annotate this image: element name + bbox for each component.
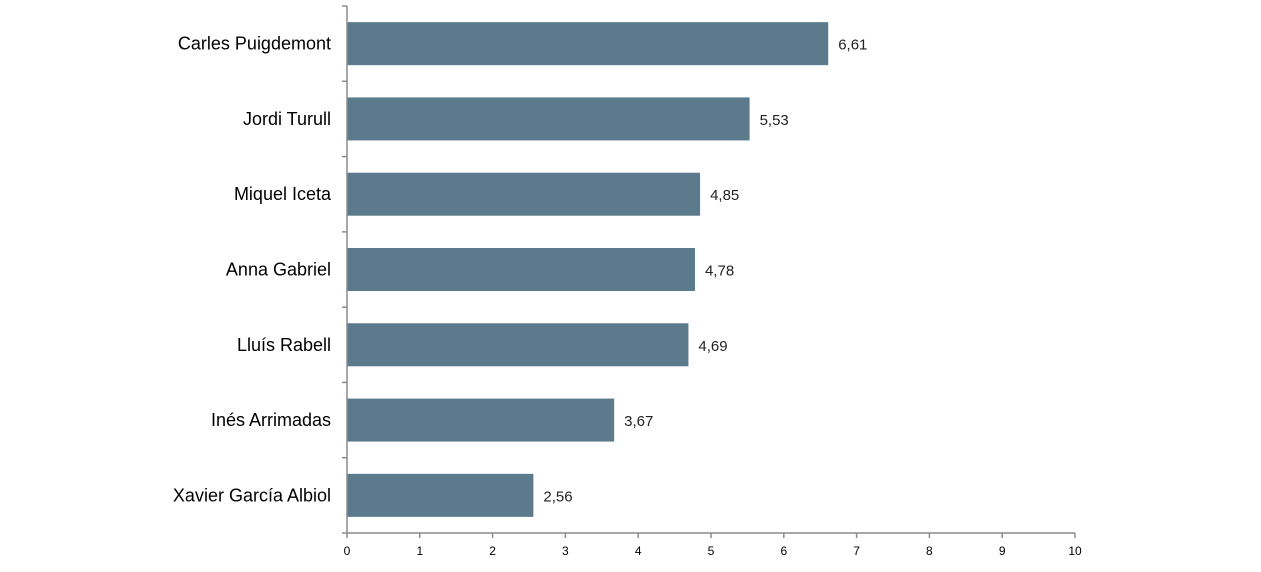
bar [347, 323, 689, 367]
category-label: Lluís Rabell [237, 335, 331, 355]
data-label: 3,67 [624, 413, 653, 430]
x-tick-label: 8 [926, 544, 933, 558]
x-tick-label: 5 [708, 544, 715, 558]
x-tick-label: 4 [635, 544, 642, 558]
category-label: Anna Gabriel [226, 260, 331, 280]
x-tick-label: 10 [1068, 544, 1082, 558]
data-label: 4,85 [710, 187, 739, 204]
category-label: Inés Arrimadas [211, 410, 331, 430]
category-label: Xavier García Albiol [173, 485, 331, 505]
category-label: Miquel Iceta [234, 184, 332, 204]
axis-layer: 0 1 2 3 4 5 6 7 8 9 10 [342, 5, 1082, 558]
data-label: 2,56 [543, 488, 572, 505]
data-label: 5,53 [760, 112, 789, 129]
bar [347, 398, 615, 442]
x-tick-label: 9 [999, 544, 1006, 558]
bar [347, 248, 695, 291]
x-tick-label: 0 [344, 544, 351, 558]
labels-layer: Carles Puigdemont 6,61 Jordi Turull 5,53 Miq… [173, 34, 867, 506]
x-tick-label: 7 [853, 544, 860, 558]
data-label: 6,61 [838, 37, 867, 54]
data-label: 4,78 [705, 263, 734, 280]
category-label: Carles Puigdemont [178, 34, 331, 54]
bar [347, 172, 701, 216]
data-label: 4,69 [698, 338, 727, 355]
bar [347, 22, 829, 66]
x-tick-label: 1 [416, 544, 423, 558]
bars-layer [347, 22, 829, 517]
x-tick-label: 2 [489, 544, 496, 558]
bar [347, 97, 750, 141]
x-tick-label: 3 [562, 544, 569, 558]
category-label: Jordi Turull [243, 109, 331, 129]
bar [347, 473, 534, 517]
x-tick-label: 6 [780, 544, 787, 558]
